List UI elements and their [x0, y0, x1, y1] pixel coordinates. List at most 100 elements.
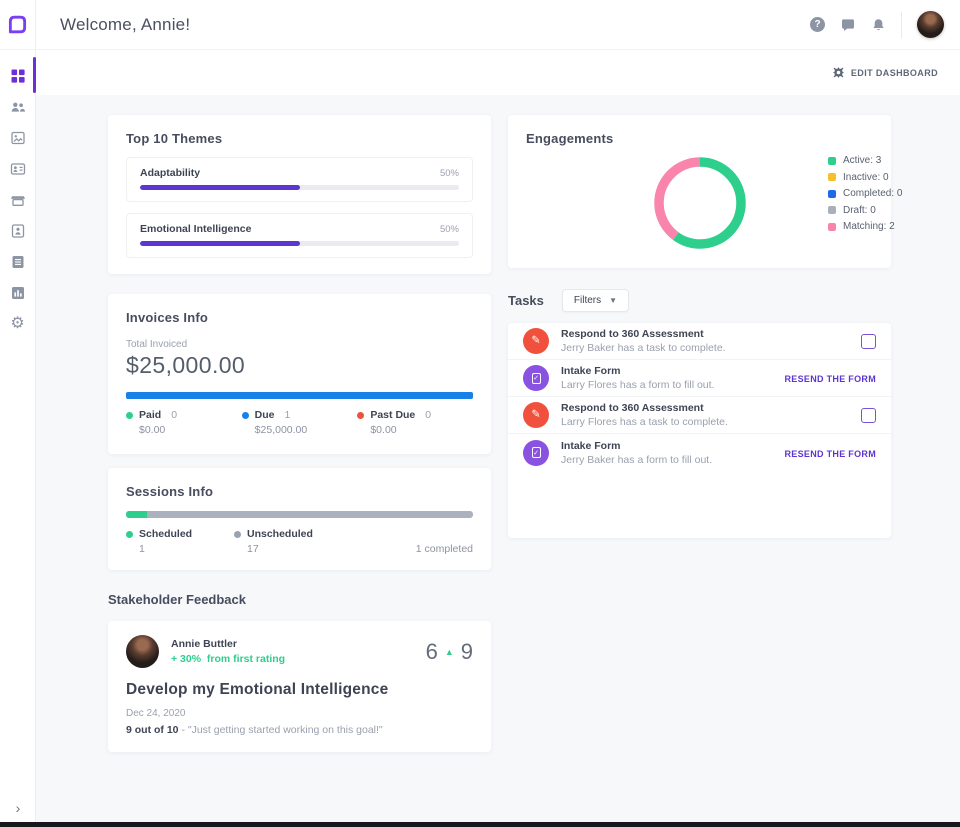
past-due-dot [357, 411, 365, 419]
legend-label: Draft: 0 [843, 204, 876, 216]
top-bar: Welcome, Annie! ? [36, 0, 960, 50]
legend-item-draft: Draft: 0 [828, 205, 902, 216]
sidebar-item-forms[interactable] [0, 246, 36, 277]
invoices-legend: Paid 0 $0.00 Due 1 $25,000.00 [126, 409, 473, 436]
intake-form-icon: ✓ [523, 365, 549, 391]
legend-count: 17 [247, 543, 259, 555]
completed-swatch [828, 189, 836, 198]
contact-card-icon [10, 162, 25, 175]
sessions-completed-label: 1 completed [415, 543, 473, 555]
legend-label: Due [254, 409, 275, 421]
goal-title: Develop my Emotional Intelligence [126, 681, 389, 698]
stakeholder-feedback-section: Stakeholder Feedback Annie Buttler + 30%… [108, 592, 491, 752]
engagements-card: Engagements Active: 3 Inactive: 0 Comple… [508, 115, 902, 268]
legend-count: 0 [425, 409, 432, 421]
theme-progress-track [140, 241, 459, 246]
sidebar-item-reports[interactable] [0, 277, 36, 308]
sidebar-item-marketplace[interactable] [0, 184, 36, 215]
sidebar-expand-button[interactable]: › [15, 800, 21, 816]
dashboard-grid-icon [11, 69, 25, 83]
filters-label: Filters [573, 295, 602, 306]
legend-label: Completed: 0 [843, 188, 903, 199]
theme-label: Emotional Intelligence [140, 223, 252, 235]
page-title: Welcome, Annie! [60, 14, 191, 34]
edit-dashboard-button[interactable]: EDIT DASHBOARD [832, 66, 938, 79]
legend-label: Past Due [370, 409, 416, 421]
invoices-bar-fill [126, 392, 473, 399]
score-after: 9 [460, 638, 473, 664]
task-row[interactable]: ✎ Respond to 360 Assessment Jerry Baker … [508, 323, 891, 360]
legend-item-matching: Matching: 2 [828, 221, 902, 232]
sidebar-nav: ⚙ [0, 50, 36, 339]
matching-swatch [828, 222, 836, 231]
theme-row: Adaptability 50% [126, 157, 473, 202]
sessions-bar-scheduled-fill [126, 511, 147, 518]
task-row[interactable]: ✎ Respond to 360 Assessment Larry Flores… [508, 397, 891, 434]
assessment-pencil-icon: ✎ [523, 402, 549, 428]
engagements-card-title: Engagements [526, 131, 614, 146]
media-card-icon [10, 131, 25, 144]
rating-delta: + 30% from first rating [171, 653, 286, 665]
theme-progress-track [140, 185, 459, 190]
task-checkbox[interactable] [861, 407, 876, 423]
edit-dashboard-label: EDIT DASHBOARD [850, 67, 938, 78]
stakeholder-feedback-title: Stakeholder Feedback [108, 592, 246, 607]
tasks-card: ✎ Respond to 360 Assessment Jerry Baker … [508, 323, 891, 538]
due-dot [241, 411, 249, 419]
chat-icon[interactable] [840, 17, 856, 33]
invoices-bar-track [126, 392, 473, 399]
sidebar-item-profile[interactable] [0, 215, 36, 246]
theme-row: Emotional Intelligence 50% [126, 213, 473, 258]
right-column: Engagements Active: 3 Inactive: 0 Comple… [508, 115, 902, 538]
bottom-strip [0, 822, 960, 827]
task-row[interactable]: ✓ Intake Form Jerry Baker has a form to … [508, 434, 891, 471]
rating-change: 6 ▲ 9 [426, 639, 473, 665]
sidebar: ⚙ › [0, 0, 36, 822]
user-avatar[interactable] [917, 11, 944, 38]
scheduled-dot [126, 530, 133, 538]
themes-card-title: Top 10 Themes [126, 131, 223, 146]
legend-amount: $25,000.00 [254, 424, 308, 436]
sidebar-item-settings[interactable]: ⚙ [0, 308, 36, 339]
legend-label: Inactive: 0 [843, 171, 889, 183]
theme-progress-fill [140, 185, 300, 190]
up-arrow-icon: ▲ [444, 646, 454, 657]
task-row[interactable]: ✓ Intake Form Larry Flores has a form to… [508, 360, 891, 397]
sidebar-item-dashboard[interactable] [0, 57, 36, 93]
legend-amount: $0.00 [370, 424, 397, 436]
legend-item-completed: Completed: 0 [828, 188, 902, 199]
feedback-card: Annie Buttler + 30% from first rating 6 … [108, 621, 491, 752]
invoices-legend-item: Due 1 $25,000.00 [241, 409, 358, 436]
sidebar-item-contacts[interactable] [0, 153, 36, 184]
sidebar-item-people[interactable] [0, 91, 36, 122]
total-invoiced-label: Total Invoiced [126, 339, 188, 350]
help-icon[interactable]: ? [810, 17, 825, 32]
unscheduled-dot [234, 530, 241, 538]
filters-dropdown[interactable]: Filters ▼ [561, 289, 630, 312]
active-indicator [32, 57, 36, 93]
resend-form-link[interactable]: RESEND THE FORM [784, 374, 876, 384]
theme-percent: 50% [439, 224, 459, 235]
resend-form-link[interactable]: RESEND THE FORM [784, 448, 876, 459]
feedback-rating-line: 9 out of 10 - "Just getting started work… [126, 724, 473, 736]
bell-icon[interactable] [871, 17, 886, 33]
task-checkbox[interactable] [861, 333, 876, 349]
task-subtitle: Larry Flores has a task to complete. [561, 416, 728, 428]
top-themes-card: Top 10 Themes Adaptability 50% Emotional… [108, 115, 491, 274]
score-before: 6 [425, 638, 438, 664]
active-swatch [828, 156, 836, 165]
task-title: Respond to 360 Assessment [561, 402, 704, 414]
paid-dot [126, 411, 133, 419]
theme-label: Adaptability [140, 167, 201, 179]
sidebar-item-media[interactable] [0, 122, 36, 153]
people-icon [11, 102, 25, 112]
top-bar-actions: ? [810, 11, 960, 38]
task-subtitle: Jerry Baker has a form to fill out. [561, 453, 713, 466]
chevron-down-icon: ▼ [609, 296, 618, 305]
total-invoiced-value: $25,000.00 [126, 352, 246, 378]
legend-amount: $0.00 [139, 424, 166, 436]
rating-quote: - "Just getting started working on this … [181, 724, 383, 736]
theme-progress-fill [140, 241, 300, 246]
app-logo[interactable] [0, 0, 35, 50]
inactive-swatch [828, 173, 836, 181]
